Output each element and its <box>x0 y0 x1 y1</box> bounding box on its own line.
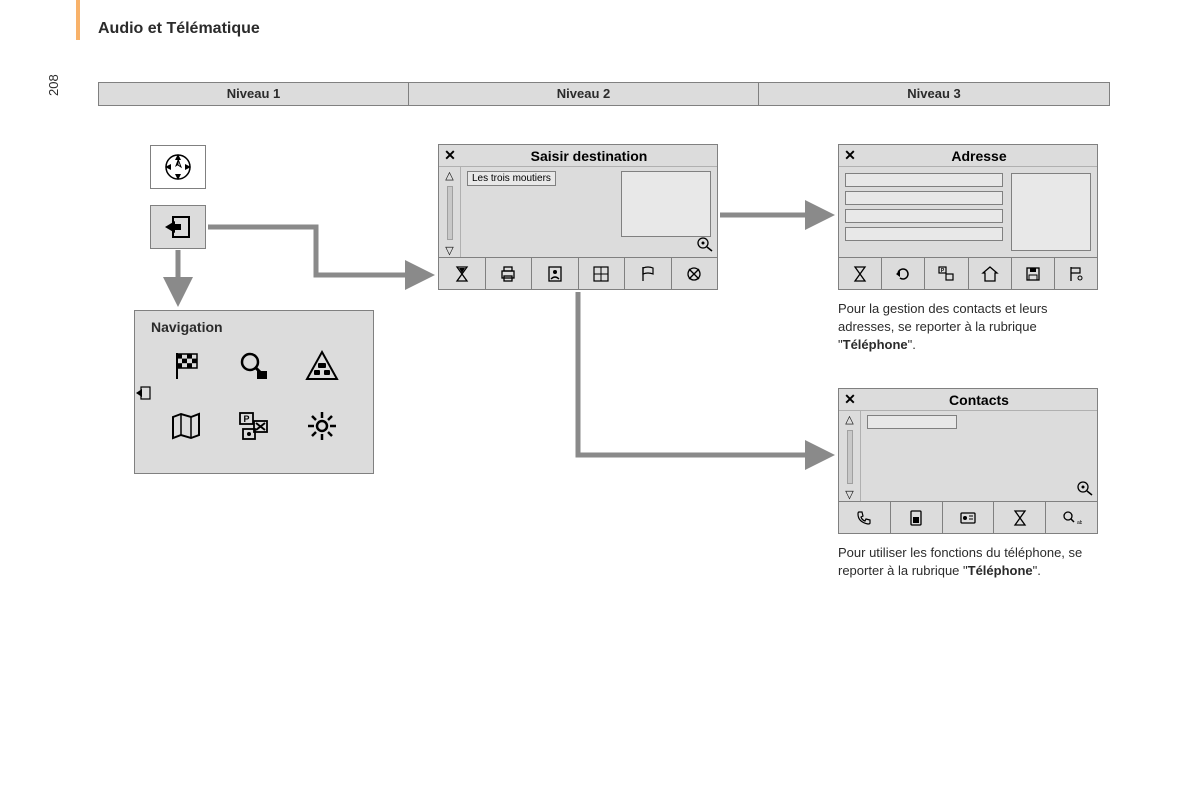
saisir-destination-panel: ✕ Saisir destination △ ▽ Les trois mouti… <box>438 144 718 290</box>
down-triangle-icon: ▽ <box>445 244 453 257</box>
navigation-panel: Navigation P <box>134 310 374 474</box>
poi-small-icon[interactable]: P <box>925 258 968 289</box>
page-number: 208 <box>46 74 61 96</box>
save-icon[interactable] <box>1012 258 1055 289</box>
flag-note-icon[interactable] <box>1055 258 1097 289</box>
address-fields <box>845 173 1003 251</box>
close-icon[interactable]: ✕ <box>439 147 461 164</box>
traffic-icon[interactable] <box>305 349 339 389</box>
svg-text:abc: abc <box>1077 520 1082 526</box>
header-niveau-3: Niveau 3 <box>759 83 1109 105</box>
slider-track <box>847 430 853 484</box>
adresse-toolbar: P <box>839 257 1097 289</box>
address-field[interactable] <box>845 209 1003 223</box>
printer-icon[interactable] <box>486 258 533 289</box>
adresse-caption: Pour la gestion des contacts et leurs ad… <box>838 300 1098 355</box>
svg-text:P: P <box>243 414 249 424</box>
hourglass-icon[interactable] <box>839 258 882 289</box>
contact-field[interactable] <box>867 415 957 429</box>
voice-icon[interactable] <box>697 236 713 255</box>
close-icon[interactable]: ✕ <box>839 391 861 408</box>
scroll-slider[interactable]: △ ▽ <box>839 411 861 501</box>
page-title: Audio et Télématique <box>98 20 260 38</box>
down-triangle-icon: ▽ <box>845 488 853 501</box>
settings-icon[interactable] <box>305 409 339 449</box>
contacts-panel: ✕ Contacts △ ▽ abc <box>838 388 1098 534</box>
hourglass-icon[interactable] <box>439 258 486 289</box>
contacts-caption: Pour utiliser les fonctions du téléphone… <box>838 544 1098 580</box>
map-icon[interactable] <box>169 409 203 449</box>
compass-button[interactable] <box>150 145 206 189</box>
contacts-toolbar: abc <box>839 501 1097 533</box>
saisir-toolbar <box>439 257 717 289</box>
address-field[interactable] <box>845 173 1003 187</box>
accent-bar <box>76 0 80 40</box>
search-abc-icon[interactable]: abc <box>1046 502 1097 533</box>
enter-button[interactable] <box>150 205 206 249</box>
level-header-row: Niveau 1 Niveau 2 Niveau 3 <box>98 82 1110 106</box>
slider-track <box>447 186 453 240</box>
close-icon[interactable]: ✕ <box>839 147 861 164</box>
address-field[interactable] <box>845 191 1003 205</box>
target-icon[interactable] <box>672 258 718 289</box>
header-niveau-2: Niveau 2 <box>409 83 759 105</box>
home-icon[interactable] <box>969 258 1012 289</box>
saisir-title: Saisir destination <box>461 148 717 164</box>
destination-input[interactable]: Les trois moutiers <box>467 171 556 186</box>
hourglass-icon[interactable] <box>994 502 1046 533</box>
card-icon[interactable] <box>943 502 995 533</box>
enter-icon <box>163 214 193 240</box>
compass-icon <box>161 150 195 184</box>
contacts-title: Contacts <box>861 392 1097 408</box>
adresse-panel: ✕ Adresse P <box>838 144 1098 290</box>
sim-icon[interactable] <box>891 502 943 533</box>
address-field[interactable] <box>845 227 1003 241</box>
voice-icon[interactable] <box>1077 480 1093 499</box>
header-niveau-1: Niveau 1 <box>99 83 409 105</box>
up-triangle-icon: △ <box>845 413 853 426</box>
address-preview <box>1011 173 1091 251</box>
phone-icon[interactable] <box>839 502 891 533</box>
contact-icon[interactable] <box>532 258 579 289</box>
poi-icon[interactable]: P <box>237 409 271 449</box>
map-preview <box>621 171 711 237</box>
navigation-title: Navigation <box>151 319 363 335</box>
grid-icon[interactable] <box>579 258 626 289</box>
adresse-title: Adresse <box>861 148 1097 164</box>
search-icon[interactable] <box>237 349 271 389</box>
return-icon[interactable] <box>135 385 151 406</box>
up-triangle-icon: △ <box>445 169 453 182</box>
flag-outline-icon[interactable] <box>625 258 672 289</box>
refresh-icon[interactable] <box>882 258 925 289</box>
scroll-slider[interactable]: △ ▽ <box>439 167 461 257</box>
flag-icon[interactable] <box>169 349 203 389</box>
